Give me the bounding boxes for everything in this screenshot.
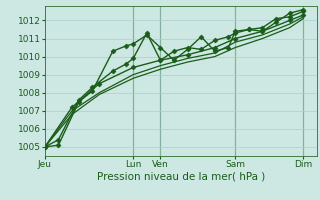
X-axis label: Pression niveau de la mer( hPa ): Pression niveau de la mer( hPa ) <box>97 172 265 182</box>
